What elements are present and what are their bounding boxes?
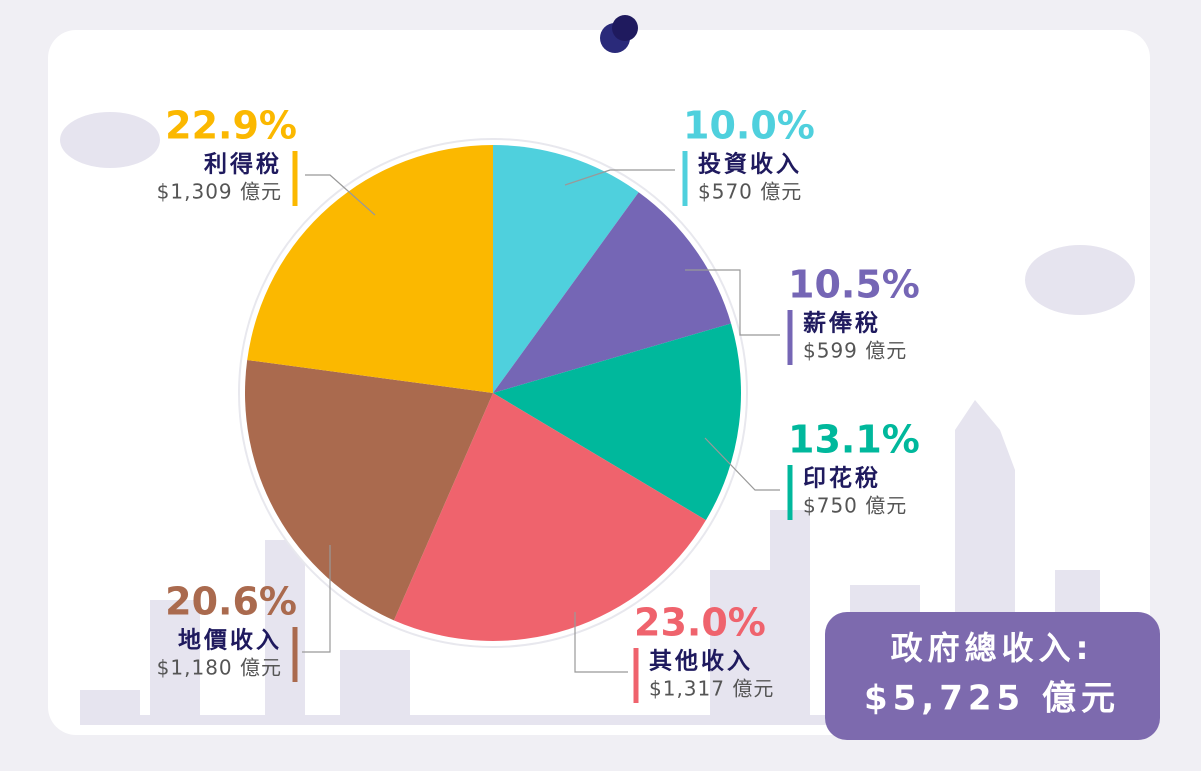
value-label: 10.5% <box>788 263 920 307</box>
label-bar <box>787 465 793 520</box>
amount-label: $1,309 億元 <box>157 180 282 204</box>
category-label: 薪俸稅 <box>803 311 881 337</box>
amount-label: $599 億元 <box>803 339 907 363</box>
category-label: 其他收入 <box>649 648 753 675</box>
amount-label: $1,180 億元 <box>157 656 282 680</box>
pie-slice <box>493 323 741 521</box>
value-label: 23.0% <box>634 601 766 645</box>
category-label: 投資收入 <box>698 151 802 178</box>
pie-slice <box>244 360 493 621</box>
ground <box>80 715 1150 725</box>
value-label: 13.1% <box>788 418 920 462</box>
leader-line <box>574 612 628 673</box>
pie-slice <box>493 145 639 393</box>
amount-label: $1,317 億元 <box>649 677 774 701</box>
value-label: 10.0% <box>683 104 815 148</box>
total-label: 政府總收入: <box>891 629 1094 667</box>
amount-label: $750 億元 <box>803 494 907 518</box>
pie-slice <box>247 145 493 393</box>
leader-line <box>564 169 675 186</box>
value-label: 20.6% <box>165 580 297 624</box>
category-label: 印花稅 <box>803 466 881 492</box>
pin <box>612 15 638 41</box>
category-label: 利得稅 <box>204 151 282 178</box>
label-bar <box>787 310 793 365</box>
leader-line <box>305 174 376 216</box>
value-label: 22.9% <box>165 104 297 148</box>
pie-slice <box>493 192 732 393</box>
leader-line <box>302 545 331 653</box>
label-bar <box>292 151 298 206</box>
leader-line <box>704 437 780 491</box>
category-label: 地價收入 <box>178 627 282 654</box>
pie-slice <box>393 393 706 641</box>
amount-label: $570 億元 <box>698 180 802 204</box>
total-box <box>825 612 1160 740</box>
label-bar <box>633 648 639 703</box>
skyline <box>60 112 1135 725</box>
total-value: $5,725 億元 <box>864 679 1120 719</box>
label-bar <box>292 627 298 682</box>
leader-line <box>685 269 780 336</box>
label-bar <box>682 151 688 206</box>
